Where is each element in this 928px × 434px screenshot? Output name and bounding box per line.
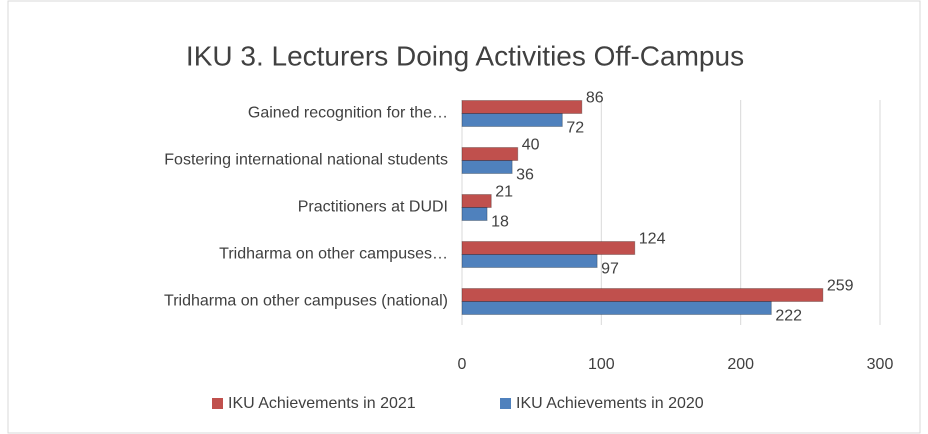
x-tick-label: 100 xyxy=(588,356,615,373)
bar xyxy=(461,100,583,114)
legend-swatch xyxy=(212,398,223,409)
bar xyxy=(461,113,563,127)
value-label: 36 xyxy=(516,167,534,184)
value-label: 222 xyxy=(775,308,802,325)
x-tick-label: 0 xyxy=(458,356,467,373)
bar xyxy=(461,241,636,255)
bar xyxy=(461,160,513,174)
category-label: Tridharma on other campuses (national) xyxy=(164,293,448,310)
value-label: 97 xyxy=(601,261,619,278)
x-tick-label: 200 xyxy=(727,356,754,373)
bar xyxy=(461,194,492,208)
value-label: 18 xyxy=(491,214,509,231)
value-label: 124 xyxy=(639,231,666,248)
category-label: Practitioners at DUDI xyxy=(298,199,448,216)
legend-label: IKU Achievements in 2021 xyxy=(228,395,416,412)
x-tick-label: 300 xyxy=(867,356,894,373)
chart-title: IKU 3. Lecturers Doing Activities Off-Ca… xyxy=(186,40,744,71)
value-label: 86 xyxy=(586,90,604,107)
value-label: 40 xyxy=(522,137,540,154)
value-label: 72 xyxy=(566,120,584,137)
bar xyxy=(461,254,598,268)
bar xyxy=(461,147,519,161)
legend-swatch xyxy=(500,398,511,409)
legend-label: IKU Achievements in 2020 xyxy=(516,395,704,412)
value-label: 259 xyxy=(827,278,854,295)
bar xyxy=(461,301,772,315)
value-label: 21 xyxy=(495,184,513,201)
category-label: Fostering international national student… xyxy=(164,152,448,169)
category-label: Tridharma on other campuses… xyxy=(219,246,448,263)
bar xyxy=(461,288,824,302)
bar xyxy=(461,207,488,221)
category-label: Gained recognition for the… xyxy=(248,105,448,122)
